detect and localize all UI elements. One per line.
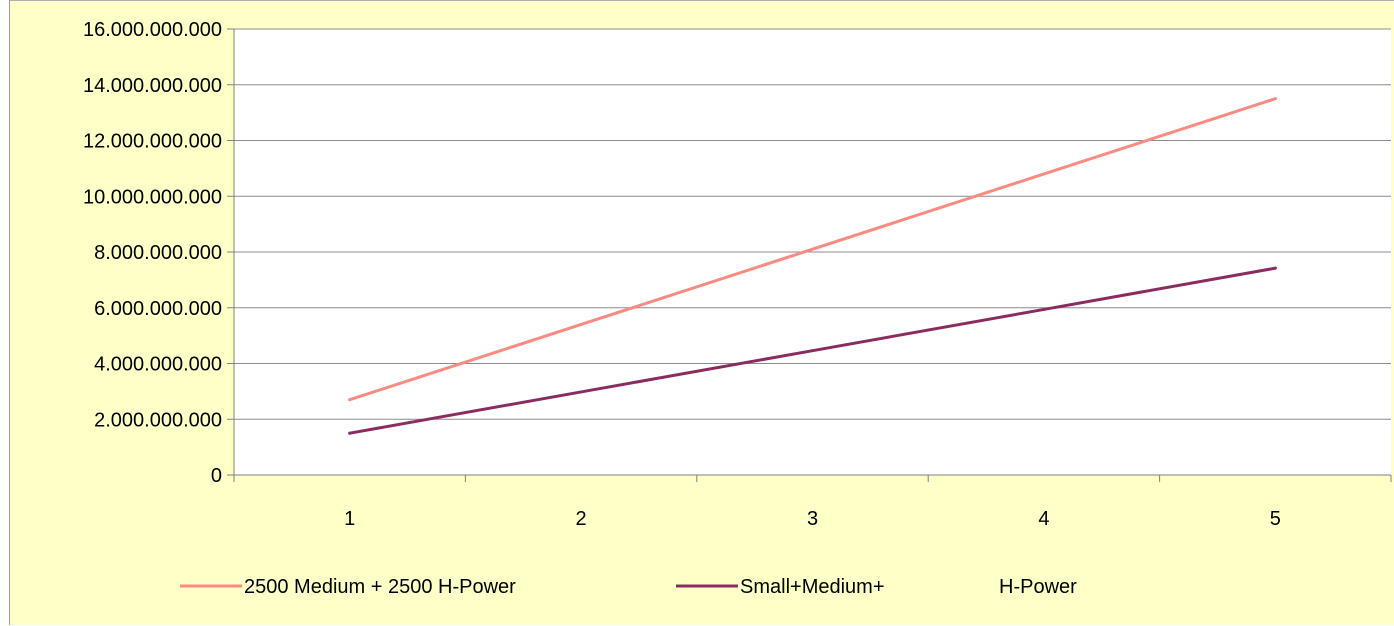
y-tick-label: 16.000.000.000 xyxy=(83,19,222,41)
y-tick-label: 4.000.000.000 xyxy=(94,354,222,376)
y-tick-label: 0 xyxy=(211,465,222,487)
x-tick-label: 2 xyxy=(576,508,587,530)
x-axis-ticks: 1 2 3 4 5 xyxy=(233,475,1392,530)
series-lines xyxy=(348,97,1277,435)
x-tick-label: 3 xyxy=(807,508,818,530)
chart-area: 0 2.000.000.000 4.000.000.000 6.000.000.000… xyxy=(9,0,1394,625)
series-2-point xyxy=(579,390,583,394)
series-1-point xyxy=(579,322,583,326)
y-tick-label: 10.000.000.000 xyxy=(83,186,222,208)
series-2-point xyxy=(811,349,814,353)
series-1-point xyxy=(348,398,352,402)
y-tick-label: 2.000.000.000 xyxy=(94,409,222,431)
y-tick-label: 6.000.000.000 xyxy=(94,298,222,320)
series-2-point xyxy=(1273,266,1277,270)
legend-label-series-2-part-1: Small+Medium+ xyxy=(740,576,885,598)
legend: 2500 Medium + 2500 H-Power Small+Medium+… xyxy=(180,576,1077,598)
y-axis-ticks: 0 2.000.000.000 4.000.000.000 6.000.000.000… xyxy=(83,19,234,487)
series-1-point xyxy=(1042,172,1046,176)
y-tick-label: 8.000.000.000 xyxy=(94,242,222,264)
legend-label-series-2-part-2: H-Power xyxy=(999,576,1077,598)
x-tick-label: 5 xyxy=(1270,508,1281,530)
series-1-point xyxy=(811,247,814,251)
series-2-point xyxy=(348,431,352,435)
series-2-point xyxy=(1042,307,1046,311)
x-tick-label: 4 xyxy=(1038,508,1049,530)
y-tick-label: 14.000.000.000 xyxy=(83,75,222,97)
legend-label-series-1: 2500 Medium + 2500 H-Power xyxy=(244,576,516,598)
series-1-point xyxy=(1273,97,1277,101)
y-tick-label: 12.000.000.000 xyxy=(83,131,222,153)
line-chart: 0 2.000.000.000 4.000.000.000 6.000.000.000… xyxy=(83,19,1392,598)
x-tick-label: 1 xyxy=(344,508,355,530)
